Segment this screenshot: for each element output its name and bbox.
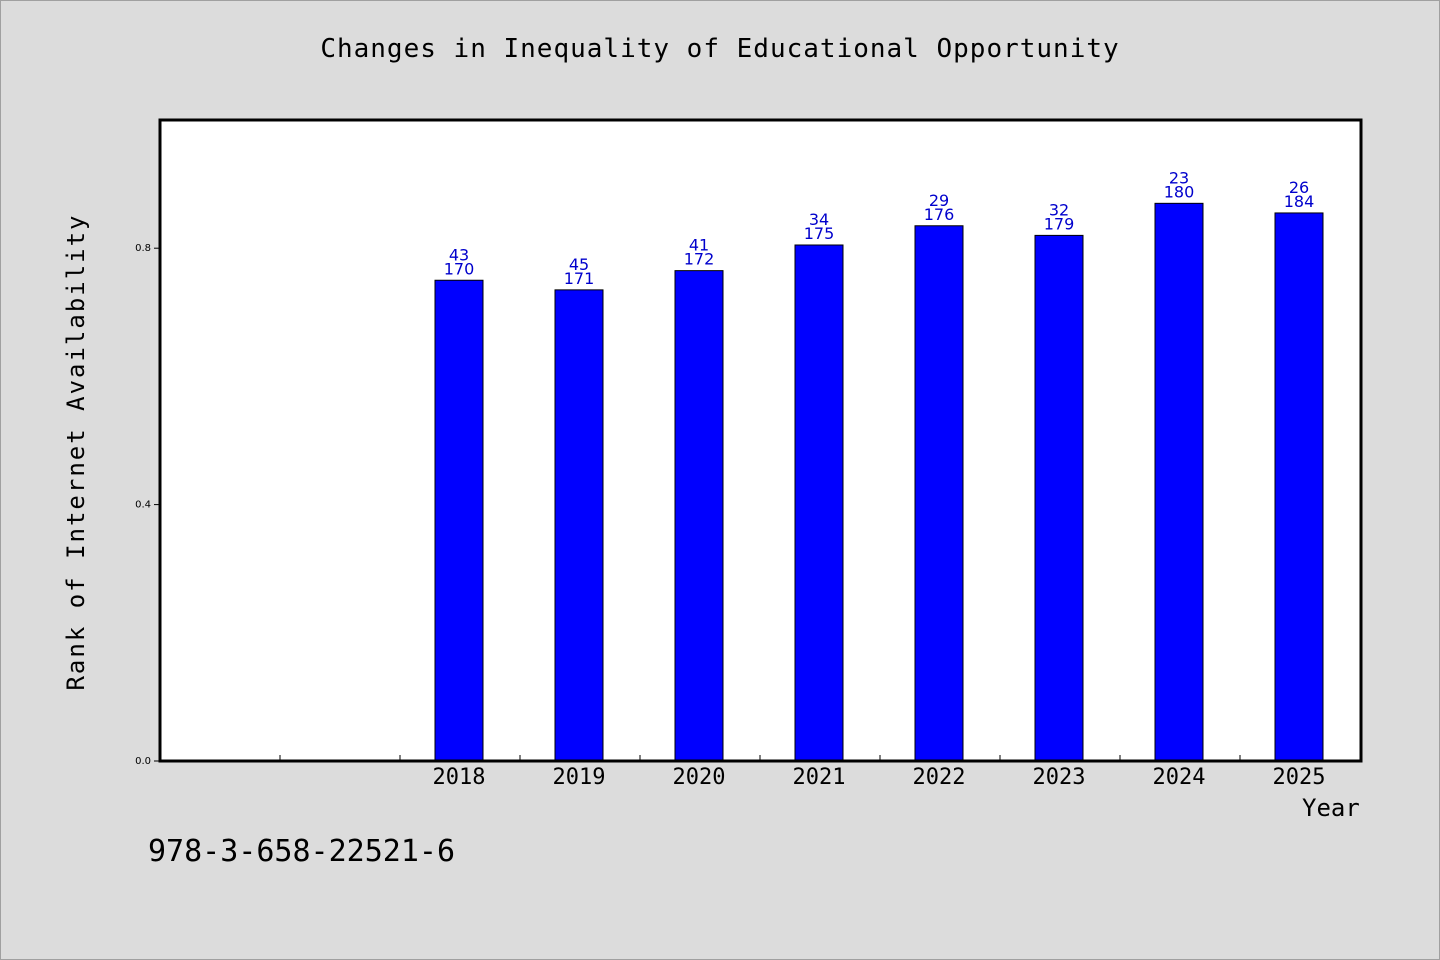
bar (1034, 234, 1084, 762)
x-tick-label: 2019 (553, 765, 606, 790)
bar-annotation-bottom: 179 (1044, 214, 1075, 233)
bar-annotation-bottom: 172 (684, 250, 715, 269)
x-tick-label: 2021 (793, 765, 846, 790)
bar-annotation-bottom: 171 (564, 269, 595, 288)
x-tick-label: 2020 (673, 765, 726, 790)
bar-annotation-bottom: 170 (444, 259, 475, 278)
bar-annotation-top: 45 (569, 255, 589, 274)
bar-annotation-top: 34 (809, 210, 829, 229)
bar-annotation-top: 41 (689, 236, 709, 255)
isbn-label: 978-3-658-22521-6 (148, 834, 456, 869)
x-tick-label: 2025 (1273, 765, 1326, 790)
bar-annotation-top: 43 (449, 245, 469, 264)
x-tick-label: 2023 (1033, 765, 1086, 790)
bar (794, 244, 844, 762)
plot-border (158, 118, 1363, 763)
chart-title: Changes in Inequality of Educational Opp… (320, 34, 1120, 64)
bar (914, 225, 964, 762)
y-tick-label: 0.4 (135, 500, 151, 511)
x-tick-label: 2024 (1153, 765, 1206, 790)
bar-annotation-bottom: 175 (804, 224, 835, 243)
x-tick-label: 2022 (913, 765, 966, 790)
bar-annotation-top: 26 (1289, 178, 1309, 197)
bar-annotation-top: 32 (1049, 200, 1069, 219)
bar (674, 270, 724, 762)
bar (1274, 212, 1324, 762)
y-tick-label: 0.0 (135, 756, 151, 767)
bar (554, 289, 604, 762)
bar (1154, 202, 1204, 762)
bar (434, 279, 484, 762)
x-tick-label: 2018 (433, 765, 486, 790)
bar-annotation-top: 29 (929, 191, 949, 210)
y-tick-label: 0.8 (135, 243, 151, 254)
x-axis-label: Year (1302, 794, 1360, 822)
bar-annotation-bottom: 176 (924, 205, 955, 224)
bar-annotation-bottom: 184 (1284, 192, 1315, 211)
bar-annotation-bottom: 180 (1164, 182, 1195, 201)
bar-annotation-top: 23 (1169, 168, 1189, 187)
